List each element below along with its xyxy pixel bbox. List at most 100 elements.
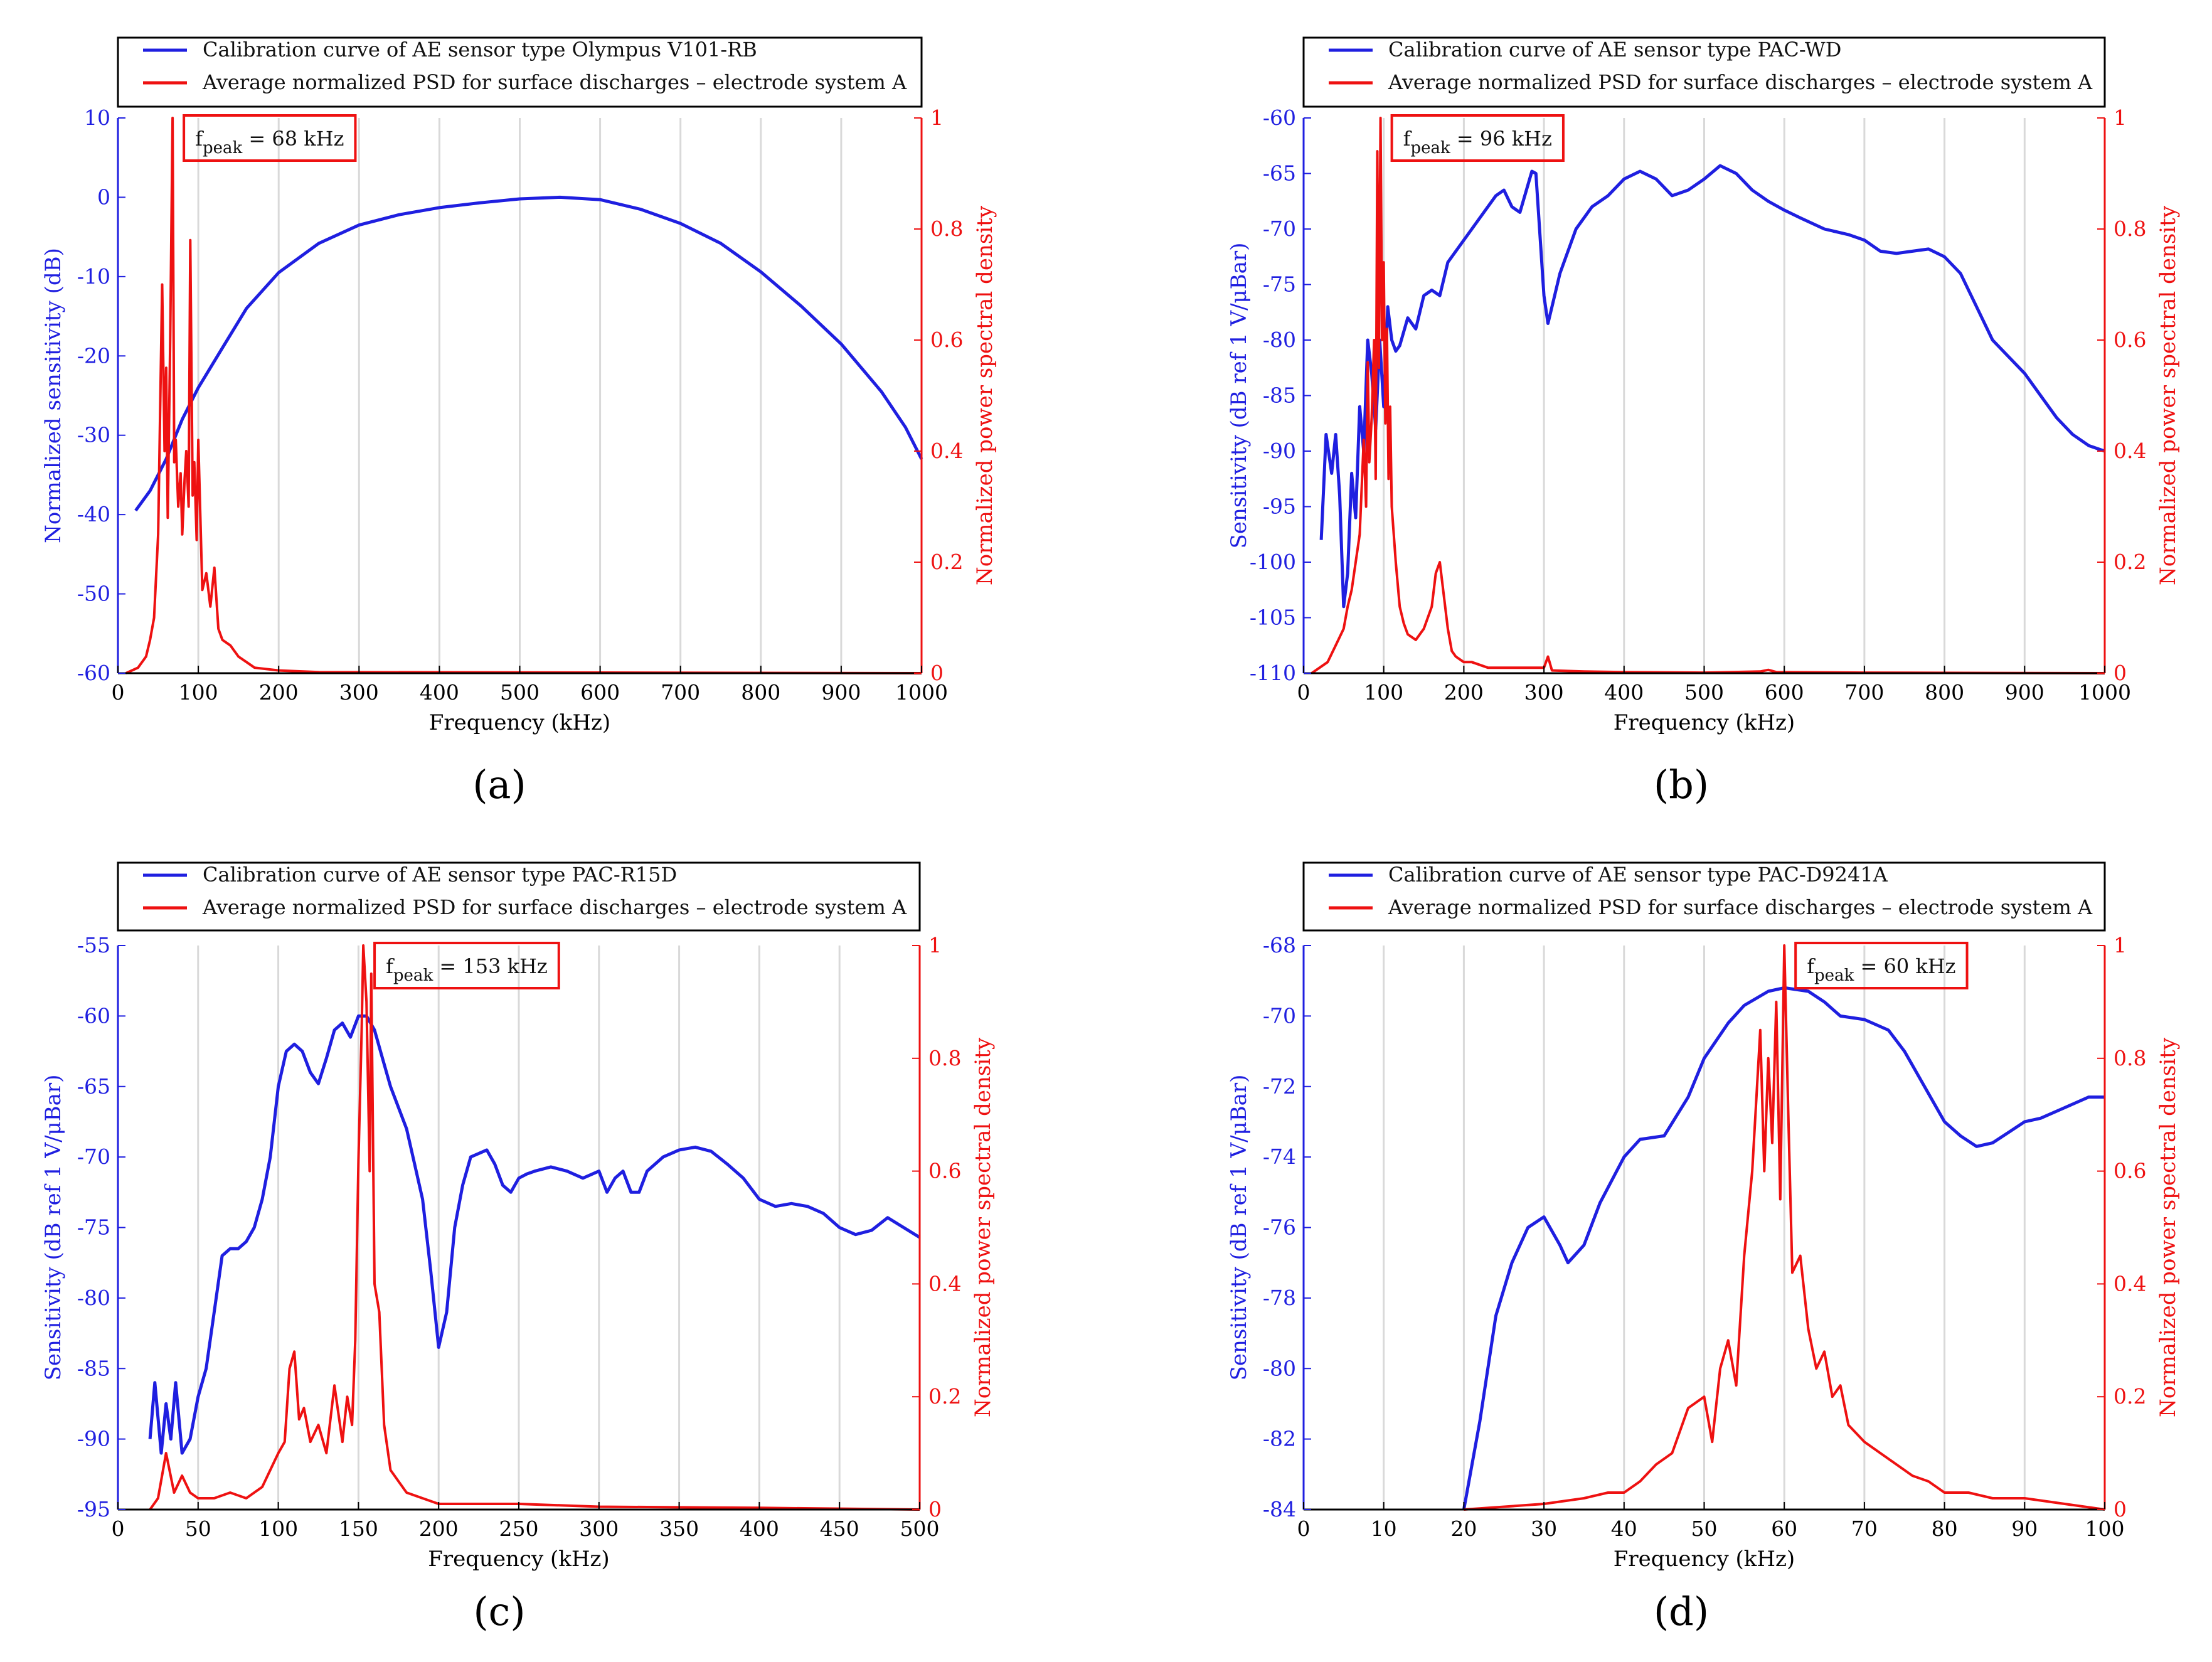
x-tick-label: 400 <box>1604 680 1644 705</box>
y-tick-label: -80 <box>1263 1356 1296 1380</box>
y-tick-label: -76 <box>1263 1215 1296 1240</box>
x-tick-label: 100 <box>2085 1516 2125 1541</box>
y-tick-label: -100 <box>1250 550 1296 574</box>
sensitivity-series-line <box>148 1014 921 1455</box>
y-tick-label: -65 <box>1263 161 1296 186</box>
y-tick-label: -80 <box>77 1286 110 1310</box>
x-tick-label: 200 <box>259 680 299 705</box>
x-tick-label: 250 <box>499 1516 539 1541</box>
x-tick-label: 70 <box>1851 1516 1878 1541</box>
chart-panel-d: 0 10 20 30 40 50 60 70 80 90 100-84-82-80-78-76-74… <box>1226 861 2181 1634</box>
panel-caption: (b) <box>1654 762 1709 807</box>
y2-tick-label: 1 <box>2114 105 2127 130</box>
y2-tick-label: 0.8 <box>930 216 963 241</box>
y-tick-label: -72 <box>1263 1074 1296 1099</box>
x-tick-label: 60 <box>1771 1516 1797 1541</box>
y2-tick-label: 0.6 <box>2114 1159 2146 1183</box>
y2-tick-label: 0.4 <box>928 1271 961 1296</box>
x-tick-label: 30 <box>1531 1516 1557 1541</box>
y-tick-label: -60 <box>1263 105 1296 130</box>
y-tick-label: -40 <box>77 502 110 526</box>
x-tick-label: 10 <box>1371 1516 1397 1541</box>
x-tick-label: 600 <box>1765 680 1804 705</box>
x-tick-label: 400 <box>420 680 459 705</box>
y-tick-label: -85 <box>77 1356 110 1380</box>
x-tick-label: 800 <box>1925 680 1964 705</box>
x-tick-label: 200 <box>1444 680 1484 705</box>
chart-panel-b: 0 100 200 300 400 500 600 700 800 900 1000 -110 -105… <box>1226 36 2181 807</box>
x-tick-label: 400 <box>740 1516 779 1541</box>
x-tick-label: 500 <box>900 1516 940 1541</box>
y2-tick-label: 1 <box>2114 933 2127 957</box>
y2-axis-label: Normalized power spectral density <box>2156 1037 2181 1417</box>
legend-box <box>117 36 923 108</box>
legend-label: Average normalized PSD for surface disch… <box>202 895 907 919</box>
x-tick-label: 100 <box>258 1516 298 1541</box>
psd-series-line <box>1464 944 2105 1511</box>
y2-axis-label: Normalized power spectral density <box>970 1037 996 1417</box>
y2-tick-label: 1 <box>930 105 944 130</box>
sensitivity-series-line <box>134 195 923 512</box>
y-tick-label: -90 <box>77 1427 110 1451</box>
y2-tick-label: 0.6 <box>930 328 963 352</box>
panel-caption: (d) <box>1654 1589 1709 1634</box>
y-tick-label: -90 <box>1263 439 1296 463</box>
y2-tick-label: 0 <box>2114 661 2127 685</box>
fpeak-box <box>1794 942 1969 989</box>
y-axis-label: Sensitivity (dB ref 1 V/μBar) <box>41 1075 66 1381</box>
y-tick-label: -65 <box>77 1074 110 1099</box>
x-tick-label: 100 <box>1364 680 1403 705</box>
x-tick-label: 500 <box>1684 680 1724 705</box>
x-axis-label: Frequency (kHz) <box>428 1547 609 1572</box>
y-tick-label: -55 <box>77 933 110 957</box>
sensitivity-series-line <box>1319 164 2105 609</box>
y-tick-label: -95 <box>77 1497 110 1521</box>
x-tick-label: 90 <box>2011 1516 2038 1541</box>
legend-box <box>1302 861 2106 932</box>
x-tick-label: 700 <box>1844 680 1884 705</box>
legend-label: Average normalized PSD for surface disch… <box>1388 895 2093 919</box>
x-tick-label: 50 <box>1691 1516 1718 1541</box>
psd-series-line <box>125 117 922 674</box>
y-tick-label: -74 <box>1263 1144 1296 1169</box>
legend-label: Calibration curve of AE sensor type PAC-… <box>203 863 677 887</box>
x-tick-label: 500 <box>500 680 540 705</box>
x-tick-label: 100 <box>179 680 218 705</box>
psd-series-line <box>149 944 920 1511</box>
y2-tick-label: 0.8 <box>2114 1046 2146 1070</box>
y-tick-label: -70 <box>77 1144 110 1169</box>
x-tick-label: 1000 <box>2078 680 2131 705</box>
x-tick-label: 600 <box>580 680 620 705</box>
x-tick-label: 1000 <box>895 680 948 705</box>
y-axis-label: Sensitivity (dB ref 1 V/μBar) <box>1226 1075 1252 1381</box>
y-tick-label: -68 <box>1263 933 1296 957</box>
y-tick-label: -60 <box>77 661 110 685</box>
panel-caption: (a) <box>472 762 526 807</box>
y2-tick-label: 0.6 <box>2114 328 2146 352</box>
x-tick-label: 700 <box>661 680 700 705</box>
legend-label: Calibration curve of AE sensor type Olym… <box>203 38 757 61</box>
fpeak-box <box>183 114 357 162</box>
y-tick-label: -70 <box>1263 1003 1296 1028</box>
fpeak-box <box>1390 114 1565 162</box>
x-tick-label: 200 <box>419 1516 459 1541</box>
y-tick-label: -82 <box>1263 1427 1296 1451</box>
x-tick-label: 50 <box>185 1516 211 1541</box>
legend-label: Calibration curve of AE sensor type PAC-… <box>1388 38 1841 61</box>
x-axis-label: Frequency (kHz) <box>1614 710 1795 735</box>
fpeak-annotation: fpeak = 68 kHz <box>183 114 357 162</box>
psd-series-line <box>1311 117 2105 674</box>
x-tick-label: 0 <box>1297 1516 1311 1541</box>
y2-tick-label: 0.8 <box>2114 216 2146 241</box>
y-tick-label: 0 <box>97 184 110 209</box>
y2-axis-label: Normalized power spectral density <box>972 205 997 585</box>
y2-tick-label: 1 <box>928 933 942 957</box>
fpeak-label: fpeak = 60 kHz <box>1807 954 1955 985</box>
x-tick-label: 800 <box>741 680 780 705</box>
x-tick-label: 80 <box>1932 1516 1958 1541</box>
y2-tick-label: 0.4 <box>930 439 963 463</box>
y2-tick-label: 0.4 <box>2114 439 2146 463</box>
x-tick-label: 20 <box>1450 1516 1477 1541</box>
y2-tick-label: 0 <box>2114 1497 2127 1521</box>
